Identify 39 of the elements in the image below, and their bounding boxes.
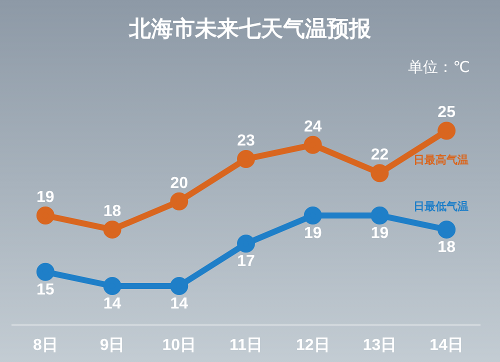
data-label: 17 xyxy=(237,253,255,270)
point xyxy=(170,277,188,295)
data-label: 18 xyxy=(103,202,122,220)
point xyxy=(237,234,255,253)
data-label: 25 xyxy=(438,104,456,122)
data-label: 24 xyxy=(304,118,322,136)
x-tick-label: 9日 xyxy=(100,336,125,354)
point xyxy=(304,206,322,224)
point xyxy=(36,262,54,281)
data-label: 20 xyxy=(170,174,188,192)
data-label: 15 xyxy=(36,281,54,298)
point xyxy=(438,122,456,140)
point xyxy=(370,206,389,224)
point xyxy=(103,220,122,239)
point xyxy=(36,206,54,224)
x-tick-label: 8日 xyxy=(32,336,58,354)
x-tick-label: 12日 xyxy=(296,336,330,354)
x-tick-label: 13日 xyxy=(362,336,397,354)
x-tick-label: 11日 xyxy=(230,336,262,354)
data-label: 23 xyxy=(237,132,255,150)
x-tick-label: 10日 xyxy=(162,336,196,354)
chart-title: 北海市未来七天气温预报 xyxy=(128,15,372,43)
text: 单位：℃ xyxy=(408,58,470,77)
point xyxy=(170,192,188,210)
data-label: 19 xyxy=(370,224,389,242)
series-label: 日最高气温 xyxy=(414,153,469,166)
point xyxy=(237,150,255,168)
data-label: 19 xyxy=(36,188,54,206)
point xyxy=(370,164,389,182)
series-label: 日最低气温 xyxy=(414,200,469,214)
data-label: 14 xyxy=(103,295,122,312)
data-label: 14 xyxy=(170,295,188,312)
point xyxy=(103,277,122,295)
data-label: 19 xyxy=(304,224,322,242)
data-label: 18 xyxy=(438,238,456,256)
x-tick-label: 14日 xyxy=(430,336,464,354)
point xyxy=(438,220,456,239)
data-label: 22 xyxy=(370,146,389,164)
point xyxy=(304,136,322,154)
